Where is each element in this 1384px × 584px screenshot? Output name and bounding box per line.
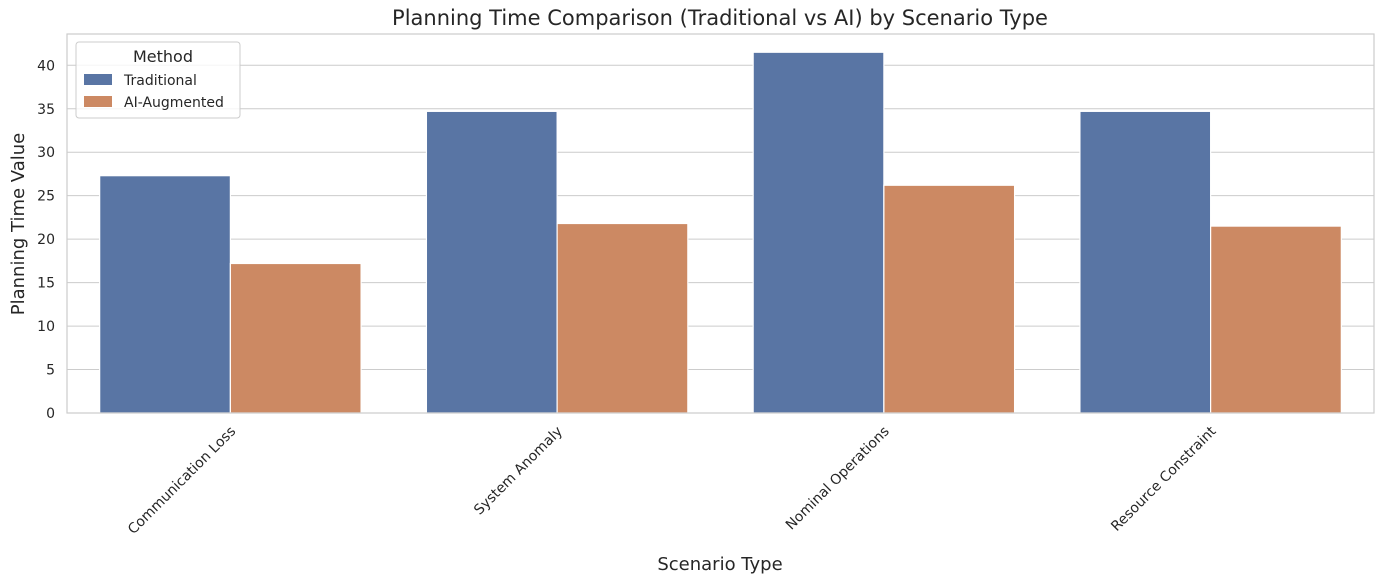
bar-traditional-resource-constraint <box>1079 110 1212 414</box>
x-tick-label-communication-loss: Communication Loss <box>125 424 239 538</box>
x-axis-ticks: Communication Loss System Anomaly Nominal … <box>125 423 1220 538</box>
y-tick-label-5: 5 <box>46 363 55 379</box>
legend: Method Traditional AI-Augmented <box>75 41 241 119</box>
bar-traditional-communication-loss <box>99 175 231 414</box>
y-tick-label-40: 40 <box>37 58 55 74</box>
bar-ai-augmented-system-anomaly <box>556 222 689 414</box>
bar-ai-augmented-resource-constraint <box>1210 225 1342 414</box>
chart-title: Planning Time Comparison (Traditional vs… <box>392 6 1048 30</box>
y-tick-label-35: 35 <box>37 102 55 118</box>
y-tick-label-15: 15 <box>37 276 55 292</box>
x-axis-label: Scenario Type <box>657 554 782 575</box>
y-tick-label-25: 25 <box>37 189 55 205</box>
bar-ai-augmented-nominal-operations <box>883 184 1016 414</box>
bar-traditional-nominal-operations <box>752 51 885 414</box>
y-tick-label-0: 0 <box>46 406 55 422</box>
y-tick-label-20: 20 <box>37 232 55 248</box>
x-tick-label-resource-constraint: Resource Constraint <box>1108 423 1220 535</box>
legend-swatch-traditional <box>84 74 112 85</box>
legend-title: Method <box>133 47 193 66</box>
legend-swatch-ai-augmented <box>84 96 112 107</box>
legend-box <box>75 41 241 119</box>
x-tick-label-system-anomaly: System Anomaly <box>471 424 566 519</box>
y-tick-label-30: 30 <box>37 145 55 161</box>
plot-frame <box>66 33 1375 414</box>
y-tick-label-10: 10 <box>37 319 55 335</box>
bar-traditional-system-anomaly <box>425 110 558 414</box>
bars <box>99 51 1342 414</box>
x-tick-label-nominal-operations: Nominal Operations <box>783 424 893 534</box>
y-axis-ticks: 0 5 10 15 20 25 30 35 40 <box>37 58 55 422</box>
legend-label-ai-augmented: AI-Augmented <box>124 95 224 111</box>
bar-ai-augmented-communication-loss <box>229 262 362 414</box>
y-axis-label: Planning Time Value <box>8 133 29 315</box>
legend-label-traditional: Traditional <box>123 73 197 89</box>
